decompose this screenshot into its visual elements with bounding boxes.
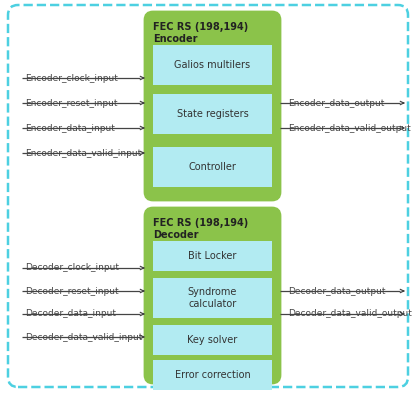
Bar [153,94,272,134]
Bar [153,241,272,271]
Text: Decoder_data_input: Decoder_data_input [25,310,116,318]
FancyBboxPatch shape [145,208,280,383]
FancyBboxPatch shape [145,12,280,200]
Bar [153,45,272,85]
Text: Encoder: Encoder [153,34,198,44]
Text: Galios multilers: Galios multilers [174,60,251,70]
Text: Encoder_data_input: Encoder_data_input [25,123,115,132]
Text: FEC RS (198,194): FEC RS (198,194) [153,22,248,32]
Text: Key solver: Key solver [187,335,238,345]
Bar [153,360,272,390]
Text: Encoder_data_valid_input: Encoder_data_valid_input [25,149,141,158]
Text: Decoder_reset_input: Decoder_reset_input [25,286,118,296]
Text: Encoder_clock_input: Encoder_clock_input [25,74,118,82]
FancyBboxPatch shape [8,5,408,387]
Text: Decoder_data_valid_output: Decoder_data_valid_output [288,310,412,318]
Text: Encoder_data_valid_output: Encoder_data_valid_output [288,123,411,132]
Text: Decoder_clock_input: Decoder_clock_input [25,264,119,273]
Text: Syndrome
calculator: Syndrome calculator [188,287,237,309]
Text: Controller: Controller [188,162,236,172]
Bar [153,278,272,318]
Text: FEC RS (198,194): FEC RS (198,194) [153,218,248,228]
Text: Error correction: Error correction [175,370,250,380]
Text: Bit Locker: Bit Locker [188,251,237,261]
Text: State registers: State registers [177,109,249,119]
Text: Encoder_reset_input: Encoder_reset_input [25,98,118,108]
Text: Encoder_data_output: Encoder_data_output [288,98,384,108]
Bar [153,147,272,187]
Text: Decoder_data_valid_input: Decoder_data_valid_input [25,333,142,342]
Text: Decoder: Decoder [153,230,198,240]
Text: Decoder_data_output: Decoder_data_output [288,286,385,296]
Bar [153,325,272,355]
